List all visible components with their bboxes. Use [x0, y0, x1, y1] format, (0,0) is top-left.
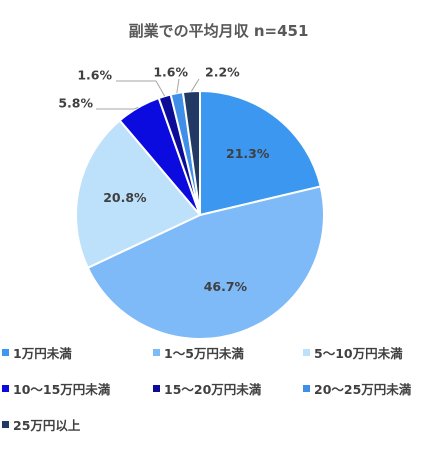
legend-item-4: 10～15万円未満	[2, 379, 110, 397]
pie-chart: 21.3% 46.7% 20.8% 5.8% 1.6% 1.6% 2.2%	[58, 65, 325, 340]
leader-line-6	[176, 78, 180, 94]
data-label-5: 1.6%	[77, 68, 112, 83]
legend-label-1: 1万円未満	[13, 345, 72, 361]
legend-label-5: 15～20万円未満	[164, 381, 262, 397]
data-label-4: 5.8%	[58, 96, 93, 111]
legend-label-2: 1～5万円未満	[164, 345, 244, 361]
legend-label-7: 25万円以上	[13, 417, 81, 433]
legend-item-6: 20～25万円未満	[303, 379, 411, 397]
legend-swatch-4	[2, 384, 9, 392]
data-label-7: 2.2%	[205, 65, 240, 80]
legend-label-6: 20～25万円未満	[314, 381, 412, 397]
data-label-1: 21.3%	[226, 146, 270, 161]
legend-swatch-3	[303, 348, 310, 356]
legend-swatch-7	[2, 420, 9, 428]
legend-item-2: 1～5万円未満	[153, 343, 244, 361]
pie-slice-2	[86, 185, 325, 340]
legend-swatch-2	[153, 348, 160, 356]
chart-title: 副業での平均月収 n=451	[128, 22, 309, 40]
pie-slice-3	[75, 119, 202, 270]
legend-item-7: 25万円以上	[2, 415, 80, 433]
data-label-3: 20.8%	[103, 190, 147, 205]
legend-item-1: 1万円未満	[2, 343, 72, 361]
data-label-6: 1.6%	[153, 65, 188, 80]
pie-slice-1	[199, 89, 322, 217]
legend-swatch-5	[153, 384, 160, 392]
data-label-2: 46.7%	[204, 279, 248, 294]
leader-line-4	[96, 107, 139, 110]
legend-label-3: 5～10万円未満	[314, 345, 403, 361]
legend-swatch-1	[2, 348, 9, 356]
legend-swatch-6	[303, 384, 310, 392]
legend-item-5: 15～20万円未満	[153, 379, 261, 397]
legend-item-3: 5～10万円未満	[303, 343, 403, 361]
leader-line-5	[116, 80, 166, 97]
leader-line-7	[190, 78, 200, 92]
legend-label-4: 10～15万円未満	[13, 381, 111, 397]
